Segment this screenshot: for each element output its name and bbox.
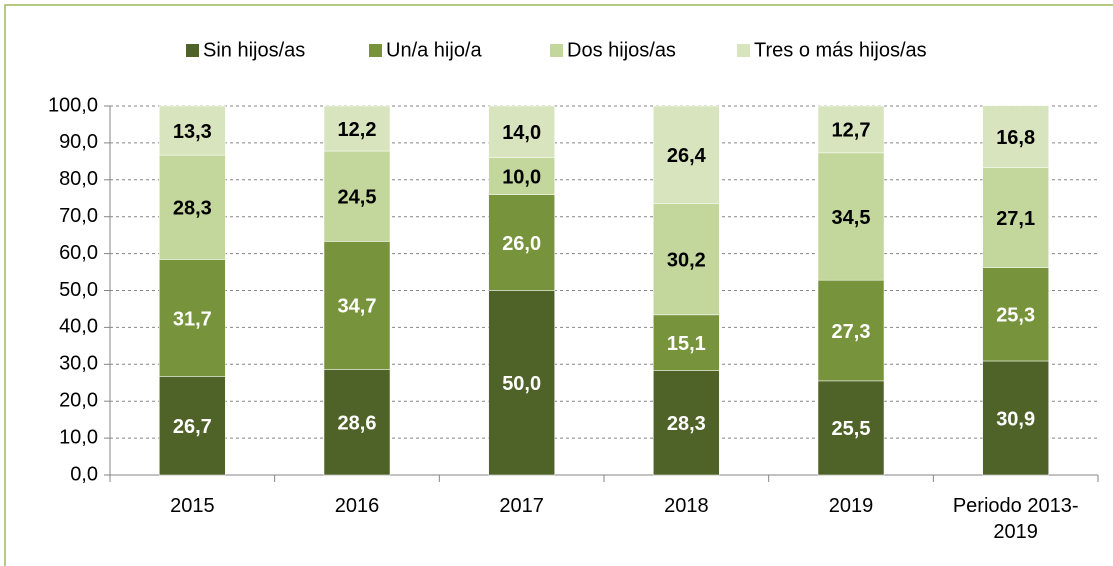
y-tick-label: 100,0 (48, 94, 98, 116)
bar-segment (159, 105, 226, 156)
value-label: 10,0 (502, 166, 541, 188)
legend-swatch (737, 44, 750, 57)
value-label: 25,5 (832, 418, 871, 440)
bar-segment (323, 105, 391, 152)
x-tick-label: Periodo 2013-2019 (952, 495, 1079, 543)
bar-segment (982, 267, 1049, 362)
value-label: 30,2 (667, 249, 706, 271)
value-label: 24,5 (338, 187, 377, 209)
y-tick-label: 30,0 (59, 353, 98, 375)
y-tick-label: 80,0 (59, 168, 98, 190)
y-tick-label: 70,0 (59, 205, 98, 227)
value-label: 12,2 (338, 119, 377, 141)
value-label: 16,8 (996, 127, 1035, 149)
bar-segment (488, 105, 555, 158)
bar-segment (653, 203, 720, 316)
value-label: 30,9 (996, 408, 1035, 430)
legend-swatch (550, 44, 563, 57)
bar-segment (653, 105, 720, 204)
y-tick-label: 10,0 (59, 426, 98, 448)
y-tick-label: 90,0 (59, 131, 98, 153)
bar-segment (653, 370, 720, 476)
x-tick-label: 2017 (499, 495, 544, 517)
bar-segment (982, 360, 1049, 476)
legend-label: Dos hijos/as (567, 39, 676, 61)
x-tick-label: 2018 (664, 495, 709, 517)
legend-label: Un/a hijo/a (386, 39, 482, 61)
value-label: 12,7 (832, 120, 871, 142)
bar-segment (323, 369, 391, 476)
x-tick-label: 2019 (828, 495, 874, 517)
value-label: 28,3 (667, 413, 706, 435)
legend-label: Sin hijos/as (203, 39, 305, 61)
value-label: 26,0 (502, 233, 541, 255)
y-tick-label: 20,0 (59, 389, 98, 411)
value-label: 50,0 (502, 373, 541, 395)
x-tick-label: 2016 (334, 495, 380, 517)
bar-segment (817, 152, 885, 281)
bar-segment (982, 105, 1049, 168)
y-tick-label: 50,0 (59, 279, 98, 301)
bar-segment (982, 167, 1049, 268)
value-label: 28,3 (173, 198, 212, 220)
value-label: 25,3 (996, 305, 1035, 327)
y-tick-label: 40,0 (59, 316, 98, 338)
bar-segment (817, 380, 885, 476)
chart-border (4, 4, 1113, 566)
bar-segment (323, 150, 391, 242)
value-label: 28,6 (338, 413, 377, 435)
bar-segment (159, 154, 226, 260)
legend-swatch (369, 44, 382, 57)
bar-segment (817, 105, 885, 154)
value-label: 27,3 (832, 321, 871, 343)
y-tick-label: 60,0 (59, 242, 98, 264)
bar-segment (488, 290, 555, 476)
value-label: 27,1 (996, 208, 1035, 230)
value-label: 13,3 (173, 121, 212, 143)
value-label: 34,7 (338, 296, 377, 318)
value-label: 34,5 (832, 207, 871, 229)
x-tick-label: 2015 (170, 495, 215, 517)
bar-segment (817, 279, 885, 382)
bar-segment (488, 194, 555, 291)
bar-segment (159, 376, 226, 476)
value-label: 15,1 (667, 333, 706, 355)
bar-segment (653, 314, 720, 371)
legend-swatch (186, 44, 199, 57)
y-tick-label: 0,0 (70, 463, 98, 485)
legend-label: Tres o más hijos/as (754, 39, 927, 61)
value-label: 26,4 (667, 145, 707, 167)
value-label: 14,0 (502, 122, 541, 144)
value-label: 31,7 (173, 308, 212, 330)
bar-segment (323, 241, 391, 370)
bar-segment (488, 157, 555, 195)
value-label: 26,7 (173, 416, 212, 438)
